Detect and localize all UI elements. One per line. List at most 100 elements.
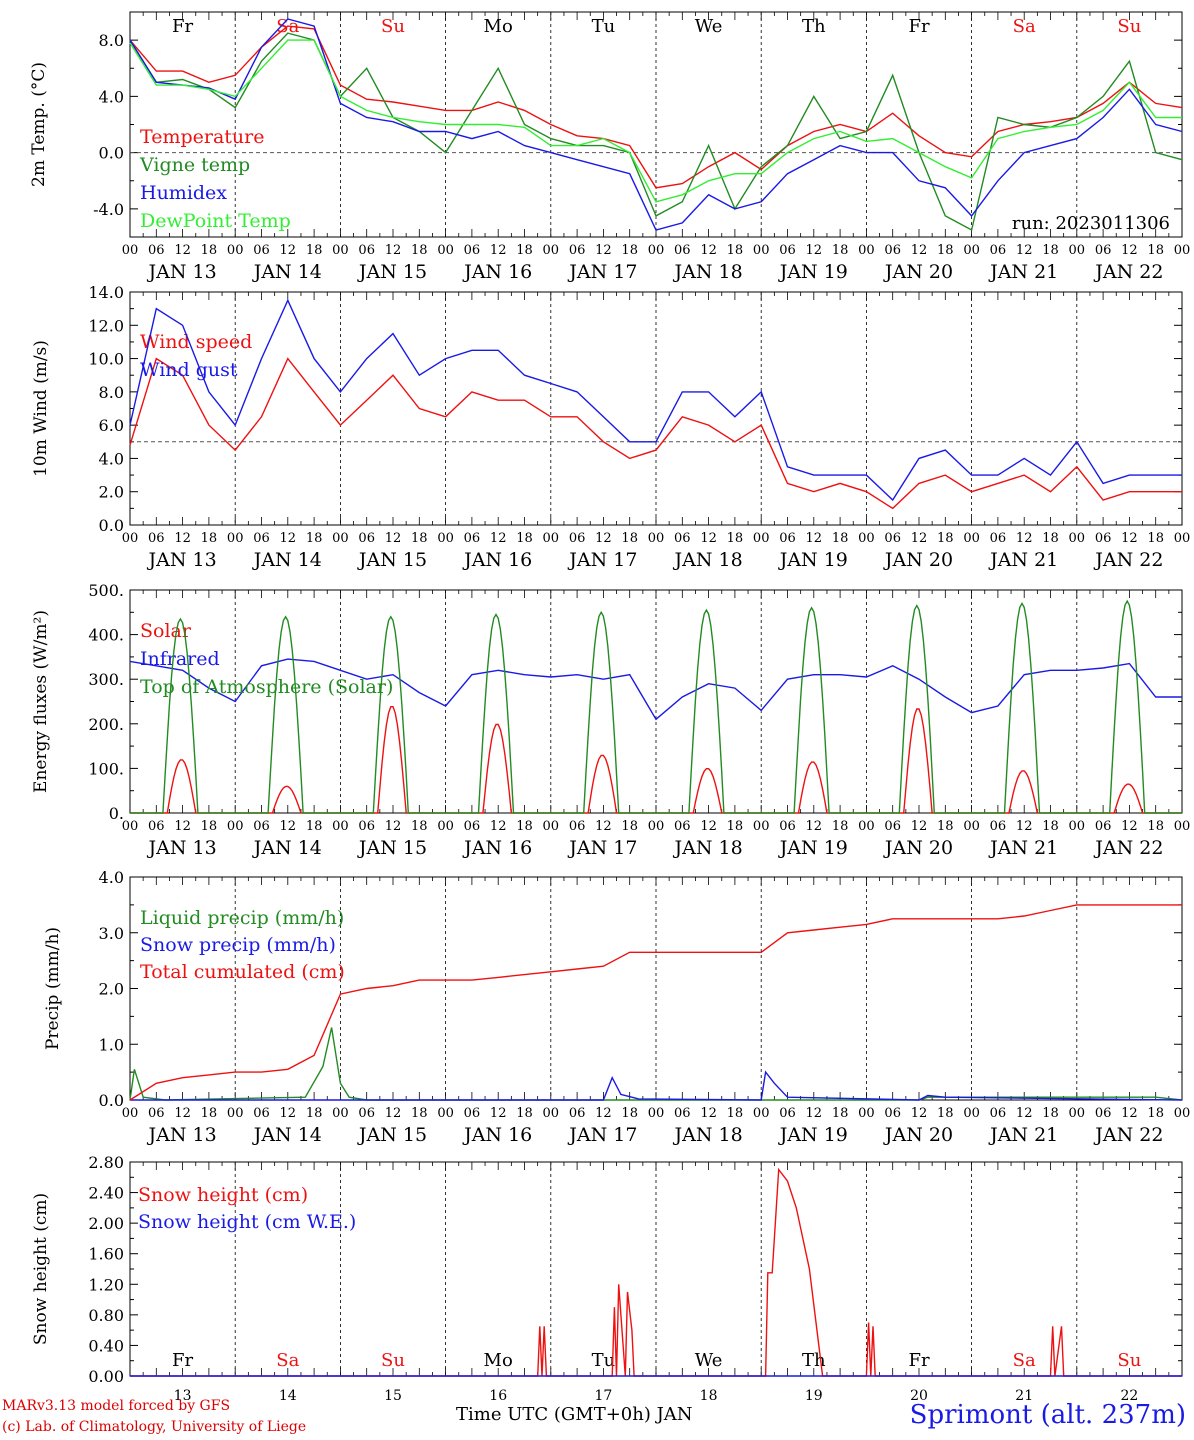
legend-vigne-temp: Vigne temp bbox=[139, 154, 250, 176]
day-number-label: 15 bbox=[384, 1388, 402, 1404]
hour-tick-label: 12 bbox=[911, 1106, 928, 1121]
y-tick-label: 2.0 bbox=[99, 483, 124, 502]
date-label: JAN 14 bbox=[252, 549, 322, 571]
hour-tick-label: 18 bbox=[1147, 819, 1164, 834]
hour-tick-label: 18 bbox=[201, 1106, 218, 1121]
legend-infrared: Infrared bbox=[140, 648, 220, 670]
hour-tick-label: 18 bbox=[832, 243, 849, 258]
date-label: JAN 14 bbox=[252, 261, 322, 283]
hour-tick-label: 12 bbox=[280, 243, 297, 258]
series-line-liquid-precip-mm-h bbox=[129, 1027, 1183, 1101]
weekday-label: Th bbox=[802, 16, 826, 37]
hour-tick-label: 00 bbox=[858, 819, 875, 834]
series-line-wind-gust bbox=[129, 298, 1182, 502]
hour-tick-label: 06 bbox=[1095, 531, 1112, 546]
date-label: JAN 14 bbox=[252, 837, 322, 859]
hour-tick-label: 00 bbox=[648, 531, 665, 546]
hour-tick-label: 18 bbox=[411, 243, 428, 258]
y-tick-label: 0.0 bbox=[99, 144, 124, 163]
hour-tick-label: 00 bbox=[543, 531, 560, 546]
model-credit: MARv3.13 model forced by GFS bbox=[2, 1398, 231, 1414]
legend-top-of-atmosphere-solar: Top of Atmosphere (Solar) bbox=[140, 676, 393, 698]
hour-tick-label: 06 bbox=[464, 243, 481, 258]
hour-tick-label: 00 bbox=[1069, 819, 1086, 834]
hour-tick-label: 18 bbox=[1147, 531, 1164, 546]
hour-tick-label: 12 bbox=[700, 819, 717, 834]
hour-tick-label: 00 bbox=[1174, 1106, 1191, 1121]
hour-tick-label: 00 bbox=[543, 243, 560, 258]
hour-tick-label: 00 bbox=[1174, 819, 1191, 834]
legend-humidex: Humidex bbox=[140, 182, 227, 204]
hour-tick-label: 06 bbox=[884, 531, 901, 546]
hour-tick-label: 12 bbox=[385, 243, 402, 258]
hour-tick-label: 06 bbox=[148, 531, 165, 546]
hour-tick-label: 18 bbox=[516, 1106, 533, 1121]
day-number-label: 17 bbox=[594, 1388, 612, 1404]
hour-tick-label: 00 bbox=[122, 1106, 139, 1121]
hour-tick-label: 00 bbox=[122, 243, 139, 258]
y-tick-label: 500. bbox=[88, 581, 124, 600]
weekday-label: Su bbox=[381, 1350, 405, 1371]
hour-tick-label: 00 bbox=[858, 243, 875, 258]
y-tick-label: 0.00 bbox=[88, 1367, 124, 1386]
hour-tick-label: 18 bbox=[201, 243, 218, 258]
station-name: Sprimont (alt. 237m) bbox=[909, 1400, 1186, 1430]
hour-tick-label: 06 bbox=[674, 531, 691, 546]
hour-tick-label: 06 bbox=[464, 1106, 481, 1121]
hour-tick-label: 06 bbox=[884, 243, 901, 258]
hour-tick-label: 12 bbox=[806, 531, 823, 546]
date-label: JAN 16 bbox=[462, 1124, 532, 1146]
series-line-humidex bbox=[129, 18, 1183, 231]
date-label: JAN 22 bbox=[1093, 1124, 1163, 1146]
date-label: JAN 15 bbox=[357, 1124, 427, 1146]
hour-tick-label: 18 bbox=[201, 531, 218, 546]
hour-tick-label: 12 bbox=[1016, 819, 1033, 834]
hour-tick-label: 18 bbox=[1042, 243, 1059, 258]
hour-tick-label: 06 bbox=[253, 1106, 270, 1121]
weekday-label: Su bbox=[381, 16, 405, 37]
hour-tick-label: 00 bbox=[753, 531, 770, 546]
hour-tick-label: 12 bbox=[1121, 243, 1138, 258]
hour-tick-label: 18 bbox=[306, 1106, 323, 1121]
hour-tick-label: 12 bbox=[490, 243, 507, 258]
series-line-infrared bbox=[129, 658, 1182, 721]
date-label: JAN 20 bbox=[883, 837, 953, 859]
legend-snow-height-cm-w-e: Snow height (cm W.E.) bbox=[138, 1211, 356, 1233]
hour-tick-label: 00 bbox=[332, 243, 349, 258]
hour-tick-label: 00 bbox=[648, 243, 665, 258]
day-number-label: 13 bbox=[174, 1388, 192, 1404]
hour-tick-label: 18 bbox=[621, 243, 638, 258]
hour-tick-label: 06 bbox=[569, 819, 586, 834]
day-number-label: 16 bbox=[489, 1388, 507, 1404]
hour-tick-label: 00 bbox=[227, 819, 244, 834]
y-tick-label: 0.80 bbox=[88, 1306, 124, 1325]
date-label: JAN 17 bbox=[567, 549, 637, 571]
hour-tick-label: 06 bbox=[990, 243, 1007, 258]
series-line-dewpoint-temp bbox=[129, 39, 1182, 203]
hour-tick-label: 06 bbox=[674, 819, 691, 834]
hour-tick-label: 18 bbox=[1042, 1106, 1059, 1121]
hour-tick-label: 06 bbox=[1095, 243, 1112, 258]
hour-tick-label: 18 bbox=[937, 819, 954, 834]
hour-tick-label: 06 bbox=[358, 1106, 375, 1121]
hour-tick-label: 12 bbox=[280, 531, 297, 546]
y-tick-label: 8.0 bbox=[99, 383, 124, 402]
hour-tick-label: 12 bbox=[385, 819, 402, 834]
hour-tick-label: 12 bbox=[385, 1106, 402, 1121]
y-tick-label: 2.40 bbox=[88, 1184, 124, 1203]
y-tick-label: 1.20 bbox=[88, 1275, 124, 1294]
day-number-label: 21 bbox=[1015, 1388, 1033, 1404]
date-label: JAN 13 bbox=[147, 261, 217, 283]
legend-wind-speed: Wind speed bbox=[140, 331, 252, 353]
hour-tick-label: 12 bbox=[911, 819, 928, 834]
hour-tick-label: 06 bbox=[990, 1106, 1007, 1121]
day-number-label: 22 bbox=[1120, 1388, 1138, 1404]
hour-tick-label: 06 bbox=[779, 1106, 796, 1121]
hour-tick-label: 00 bbox=[753, 1106, 770, 1121]
hour-tick-label: 00 bbox=[1174, 243, 1191, 258]
hour-tick-label: 12 bbox=[490, 1106, 507, 1121]
y-tick-label: 2.00 bbox=[88, 1214, 124, 1233]
hour-tick-label: 12 bbox=[1016, 243, 1033, 258]
y-axis-title: 10m Wind (m/s) bbox=[31, 340, 51, 477]
